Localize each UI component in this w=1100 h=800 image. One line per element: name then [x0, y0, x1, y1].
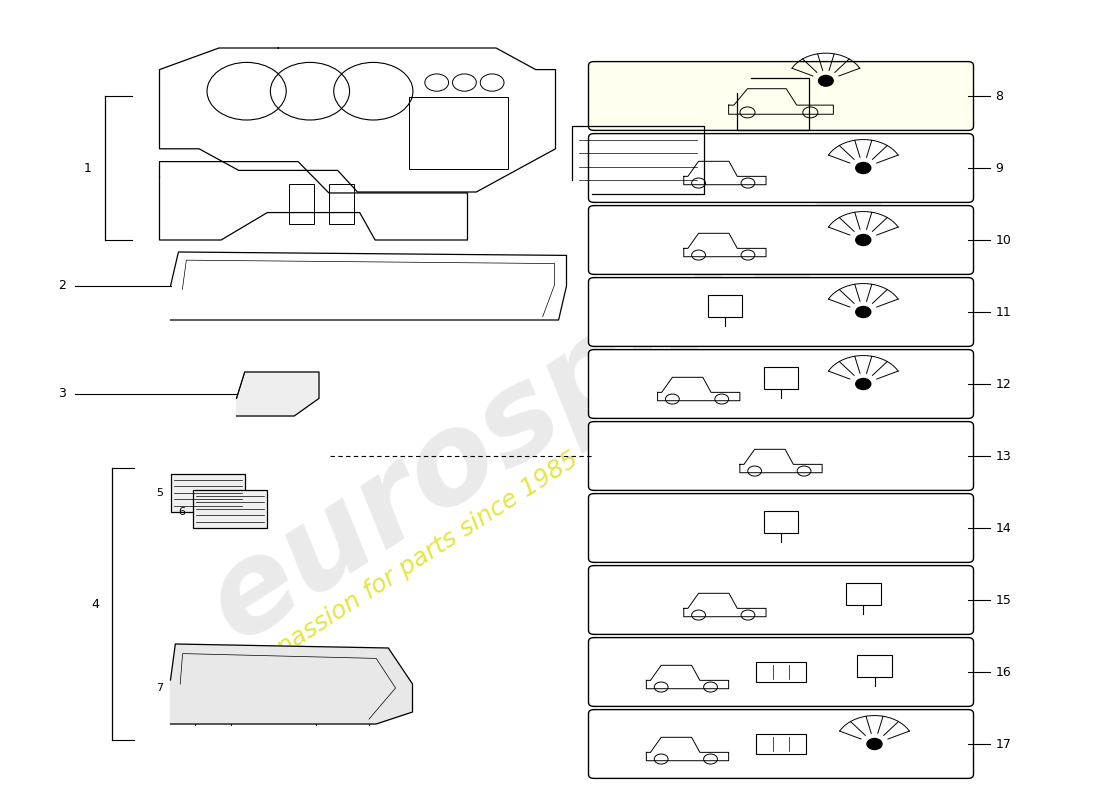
Text: 3: 3 [58, 387, 66, 400]
Text: 10: 10 [996, 234, 1011, 246]
FancyBboxPatch shape [588, 278, 974, 346]
FancyBboxPatch shape [588, 638, 974, 706]
FancyBboxPatch shape [588, 62, 974, 130]
Text: 6: 6 [178, 507, 185, 517]
Polygon shape [236, 372, 319, 416]
Text: 16: 16 [996, 666, 1011, 678]
Circle shape [856, 162, 871, 174]
Bar [707, 295, 743, 317]
Bar [329, 184, 353, 224]
Bar [857, 655, 892, 677]
Text: eurospares: eurospares [186, 134, 914, 666]
Circle shape [867, 738, 882, 750]
Text: 13: 13 [996, 450, 1011, 462]
Circle shape [856, 378, 871, 390]
Text: 8: 8 [996, 90, 1003, 102]
Text: 17: 17 [996, 738, 1011, 750]
Text: 7: 7 [156, 683, 163, 693]
Text: 11: 11 [996, 306, 1011, 318]
Bar [170, 474, 245, 512]
FancyBboxPatch shape [588, 494, 974, 562]
FancyBboxPatch shape [588, 710, 974, 778]
Bar [289, 184, 314, 224]
Text: 9: 9 [996, 162, 1003, 174]
Text: 15: 15 [996, 594, 1011, 606]
Text: a passion for parts since 1985: a passion for parts since 1985 [253, 447, 583, 673]
Circle shape [856, 234, 871, 246]
Text: 1: 1 [84, 162, 91, 174]
Text: 14: 14 [996, 522, 1011, 534]
FancyBboxPatch shape [588, 134, 974, 202]
Bar [756, 662, 806, 682]
Text: 5: 5 [156, 488, 163, 498]
FancyBboxPatch shape [588, 566, 974, 634]
Bar [756, 734, 806, 754]
Bar [409, 97, 508, 169]
Text: 4: 4 [91, 598, 99, 610]
Bar [763, 367, 799, 389]
Bar [192, 490, 267, 528]
Bar [763, 511, 799, 533]
Text: 2: 2 [58, 279, 66, 292]
Circle shape [856, 306, 871, 318]
FancyBboxPatch shape [588, 350, 974, 418]
FancyBboxPatch shape [588, 422, 974, 490]
Circle shape [818, 75, 833, 86]
Text: 12: 12 [996, 378, 1011, 390]
Bar [846, 583, 880, 605]
FancyBboxPatch shape [588, 206, 974, 274]
Polygon shape [170, 644, 412, 724]
